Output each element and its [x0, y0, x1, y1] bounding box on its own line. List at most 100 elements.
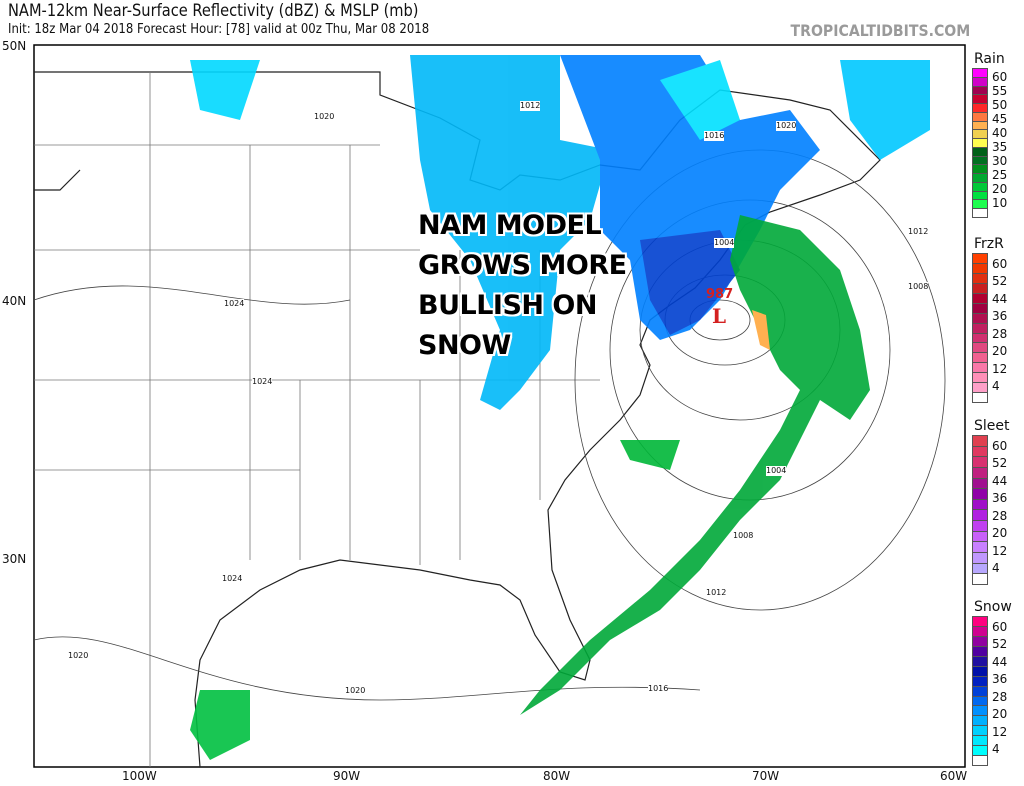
legend-swatch: [973, 323, 987, 334]
lon-label: 80W: [543, 769, 571, 783]
legend-label: 20: [992, 344, 1008, 359]
legend-title: Rain: [974, 51, 1005, 67]
overlay-line: BULLISH ON: [418, 290, 597, 321]
legend-swatch: [973, 626, 987, 637]
isobar-label: 1012: [706, 588, 727, 598]
lat-label: 50N: [2, 39, 27, 53]
heavy-rain-core: [752, 310, 770, 350]
isobar-label: 1020: [314, 112, 335, 122]
legend-frzr: FrzR 60 52 44 36 28 20 12 4: [972, 235, 1024, 403]
legend-swatch: [973, 467, 987, 479]
legend-label: 52: [992, 456, 1008, 471]
legend-label: 20: [992, 526, 1008, 541]
legend-swatch: [973, 121, 987, 131]
legend-swatch: [973, 542, 987, 554]
legend-swatch: [973, 69, 987, 78]
legend-swatch: [973, 174, 987, 183]
headline-overlay: NAM MODEL GROWS MORE BULLISH ON SNOW: [418, 206, 627, 366]
legend-label: 60: [992, 619, 1008, 634]
lon-label: 100W: [122, 769, 157, 783]
legend-label: 60: [992, 438, 1008, 453]
legend-label: 4: [992, 379, 1000, 394]
legend-rain: Rain 60 55 50 45 40 35 30 25 20 10: [972, 50, 1024, 218]
legend-label: 44: [992, 291, 1008, 306]
isobar-label: 1008: [908, 282, 929, 292]
isobar-label: 1016: [648, 684, 669, 694]
isobar-label: 1024: [252, 377, 273, 387]
legend-label: 36: [992, 491, 1008, 506]
legend-swatch: [973, 86, 987, 96]
legend-label: 10: [992, 196, 1008, 210]
legend-label: 4: [992, 561, 1000, 576]
legend-label: 36: [992, 309, 1008, 324]
legend-swatch: [973, 666, 987, 677]
legend-swatch: [973, 489, 987, 500]
low-pressure-value: 987: [706, 287, 734, 302]
legend-title: Sleet: [974, 418, 1010, 434]
legend-label: 52: [992, 637, 1008, 652]
legend-swatch: [973, 499, 987, 511]
legend-label: 25: [992, 168, 1008, 182]
legend-colorbar: [972, 253, 988, 403]
rain-precip: [190, 215, 870, 760]
legend-label: 60: [992, 256, 1008, 271]
legend-title: FrzR: [974, 236, 1004, 252]
isobar-label: 1012: [908, 227, 929, 237]
isobar-label: 1008: [733, 531, 754, 541]
legend-label: 12: [992, 361, 1008, 376]
legend-colorbar: [972, 435, 988, 585]
legend-label: 36: [992, 672, 1008, 687]
lon-label: 60W: [940, 769, 968, 783]
legend-label: 50: [992, 98, 1008, 112]
overlay-line: GROWS MORE: [418, 250, 627, 281]
legend-label: 20: [992, 182, 1008, 196]
legend-colorbar: [972, 616, 988, 766]
legend-swatch: [973, 147, 987, 157]
legend-swatch: [973, 656, 987, 667]
state-borders: [34, 72, 600, 767]
legend-swatch: [973, 209, 987, 218]
legend-swatch: [973, 696, 987, 707]
isobar-label: 1020: [776, 121, 797, 131]
isobar-label: 1024: [224, 299, 245, 309]
lon-label: 90W: [333, 769, 361, 783]
legend-label: 28: [992, 508, 1008, 523]
lat-label: 40N: [2, 294, 27, 308]
legend-swatch: [973, 478, 987, 490]
map-subtitle: Init: 18z Mar 04 2018 Forecast Hour: [78…: [8, 22, 430, 37]
legend-swatch: [973, 333, 987, 344]
legend-swatch: [973, 646, 987, 657]
isobar-label: 1012: [520, 101, 541, 111]
legend-swatch: [973, 139, 987, 148]
legend-label: 12: [992, 543, 1008, 558]
legend-swatch: [973, 95, 987, 105]
legend-swatch: [973, 706, 987, 717]
legend-swatch: [973, 130, 987, 140]
legend-label: 4: [992, 742, 1000, 757]
legend-label: 55: [992, 84, 1008, 98]
brand-watermark: TROPICALTIDBITS.COM: [790, 21, 970, 40]
legend-swatch: [973, 273, 987, 284]
overlay-line: SNOW: [418, 330, 511, 361]
isobar-label: 1020: [345, 686, 366, 696]
legend-swatch: [973, 156, 987, 166]
legend-swatch: [973, 636, 987, 647]
legend-swatch: [973, 283, 987, 294]
legend-swatch: [973, 313, 987, 324]
legend-swatch: [973, 510, 987, 522]
legend-swatch: [973, 393, 987, 403]
legend-title: Snow: [974, 599, 1012, 615]
legend-swatch: [973, 756, 987, 766]
legend-swatch: [973, 363, 987, 374]
legend-snow: Snow 60 52 44 36 28 20 12 4: [972, 598, 1024, 766]
lat-label: 30N: [2, 552, 27, 566]
map-title: NAM-12km Near-Surface Reflectivity (dBZ)…: [8, 1, 419, 21]
legend-label: 20: [992, 707, 1008, 722]
legend-swatch: [973, 254, 987, 264]
legend-swatch: [973, 617, 987, 627]
legend-swatch: [973, 165, 987, 175]
legend-swatch: [973, 457, 987, 468]
legend-swatch: [973, 200, 987, 210]
legend-swatch: [973, 353, 987, 364]
legend-label: 30: [992, 154, 1008, 168]
